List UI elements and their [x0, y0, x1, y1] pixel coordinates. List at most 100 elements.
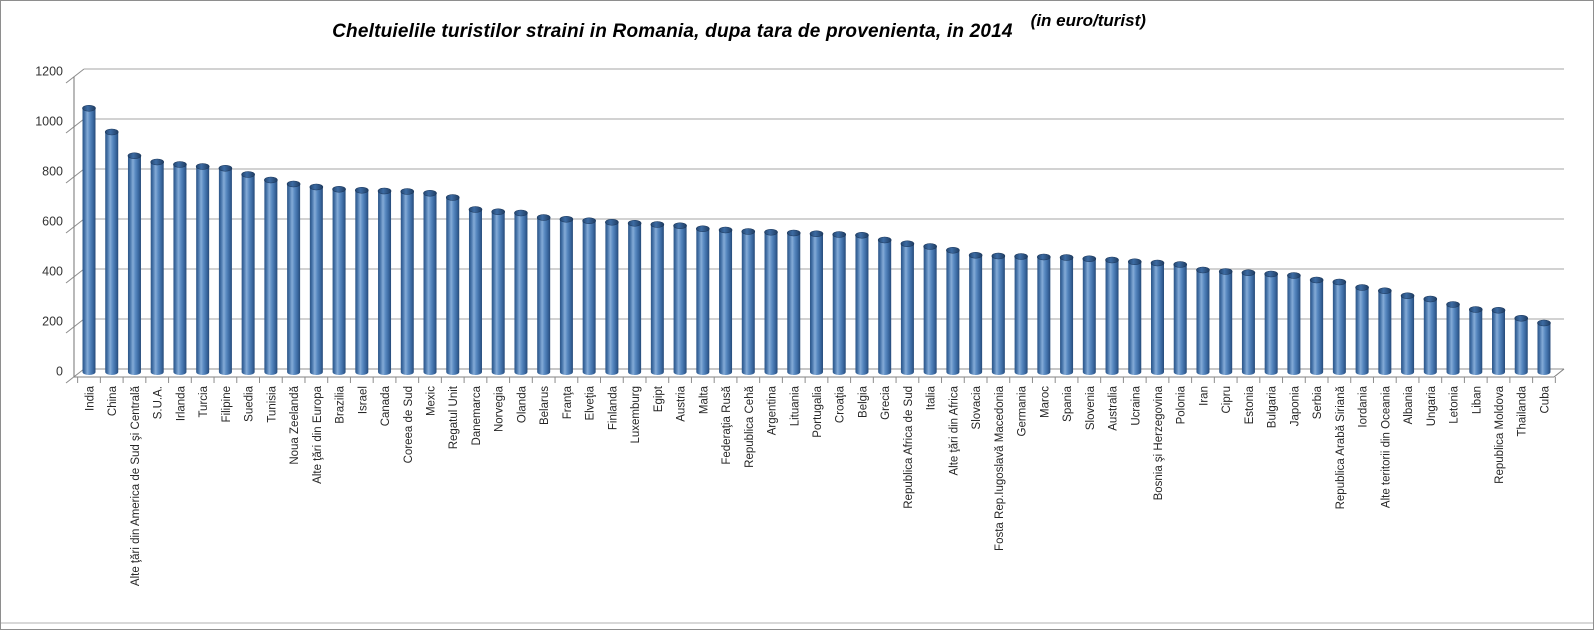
bar [1173, 264, 1187, 375]
bar-cap [173, 161, 187, 168]
y-axis-labels: 0 200 400 600 800 1000 1200 [35, 65, 63, 379]
bar [1537, 323, 1551, 375]
category-label: Federaţia Rusă [721, 385, 733, 464]
bar-cap [400, 188, 415, 195]
category-label: Bulgaria [1267, 385, 1279, 428]
bar [1287, 275, 1301, 375]
category-label: Tunisia [266, 385, 278, 422]
bar-cap [1287, 272, 1301, 279]
category-label: Regatul Unit [448, 385, 460, 449]
bar [855, 235, 869, 375]
bar [650, 224, 664, 375]
y-tick-label: 400 [42, 265, 63, 279]
bar-cap [1400, 292, 1415, 300]
category-label: India [85, 385, 97, 411]
bar-cap [1218, 268, 1233, 275]
category-label: Germania [1017, 385, 1029, 436]
bar [468, 209, 482, 375]
bar-cap [991, 252, 1006, 260]
category-label: Franţa [562, 385, 574, 419]
bar [673, 225, 687, 375]
category-label: Maroc [1039, 386, 1051, 418]
category-label: Polonia [1176, 385, 1188, 424]
bar [809, 233, 823, 375]
axes [73, 77, 1565, 383]
category-label: Japonia [1289, 385, 1301, 426]
category-label: Argentina [767, 385, 779, 435]
category-label: Canada [380, 385, 392, 426]
bar-cap [286, 180, 301, 188]
bar-cap [1196, 266, 1210, 274]
category-label: Alte ţări din Africa [948, 385, 960, 475]
bar [764, 232, 778, 375]
bar-cap [900, 240, 915, 248]
category-label: Irlanda [175, 385, 187, 421]
category-label: Filipine [221, 386, 233, 422]
bar [969, 255, 983, 375]
bar [1469, 309, 1483, 375]
bar-cap [514, 209, 528, 217]
bar-cap [764, 228, 778, 236]
bar-cap [82, 104, 96, 112]
bar-cap [150, 158, 165, 166]
category-label: Alte ţări din Europa [312, 385, 324, 483]
bar-cap [809, 230, 824, 238]
bar [514, 213, 528, 375]
category-label: Estonia [1244, 385, 1256, 424]
bar [1310, 280, 1324, 375]
bar-cap [1355, 284, 1369, 291]
category-label: Elveţia [585, 385, 597, 420]
bar-cap [832, 231, 847, 238]
bar [173, 164, 187, 375]
category-label: Belgia [857, 385, 869, 418]
bar [719, 230, 733, 375]
bar-cap [1173, 261, 1188, 268]
bar [1355, 287, 1369, 375]
bar-cap [468, 206, 483, 213]
bar-cap [536, 214, 551, 221]
category-label: S.U.A. [153, 386, 165, 419]
y-tick [65, 118, 85, 134]
category-label: Thailanda [1517, 385, 1529, 436]
category-label: Republica Africa de Sud [903, 386, 915, 509]
bar-cap [1468, 306, 1483, 313]
category-label: Alte teritorii din Oceania [1380, 385, 1392, 508]
bar-cap [1378, 287, 1392, 295]
bar-cap [696, 225, 710, 233]
category-label: Australia [1108, 385, 1120, 430]
category-labels: India China Alte ţări din America de Sud ş… [85, 385, 1552, 586]
category-label: Egipt [653, 385, 665, 412]
bar [1332, 282, 1346, 375]
bar-cap [559, 215, 574, 223]
bar [1037, 257, 1051, 375]
bar-cap [355, 186, 369, 194]
category-label: Coreea de Sud [403, 386, 415, 463]
bar-cap [423, 189, 437, 197]
bar [559, 219, 573, 375]
bar [1378, 290, 1392, 375]
y-tick [65, 168, 85, 184]
category-label: Mexic [426, 386, 438, 416]
bar [309, 187, 323, 375]
bar [423, 193, 437, 375]
category-label: Cipru [1221, 386, 1233, 413]
y-tick-label: 1200 [35, 65, 63, 79]
bar [946, 250, 960, 375]
category-label: Malta [698, 385, 710, 414]
bar [1401, 295, 1415, 375]
category-label: Belarus [539, 386, 551, 425]
bar-cap [741, 228, 756, 235]
bar-cap [1491, 306, 1506, 314]
bar [127, 155, 141, 375]
bar-cap [1127, 258, 1142, 266]
bar [82, 108, 96, 375]
category-label: Cuba [1539, 385, 1551, 413]
bar-cap [491, 208, 506, 216]
bar-cap [218, 164, 233, 172]
bar [1423, 299, 1437, 375]
bar-cap [1059, 254, 1074, 261]
bar [1241, 272, 1255, 375]
category-label: Albania [1403, 385, 1415, 424]
bar-cap [1332, 278, 1347, 286]
